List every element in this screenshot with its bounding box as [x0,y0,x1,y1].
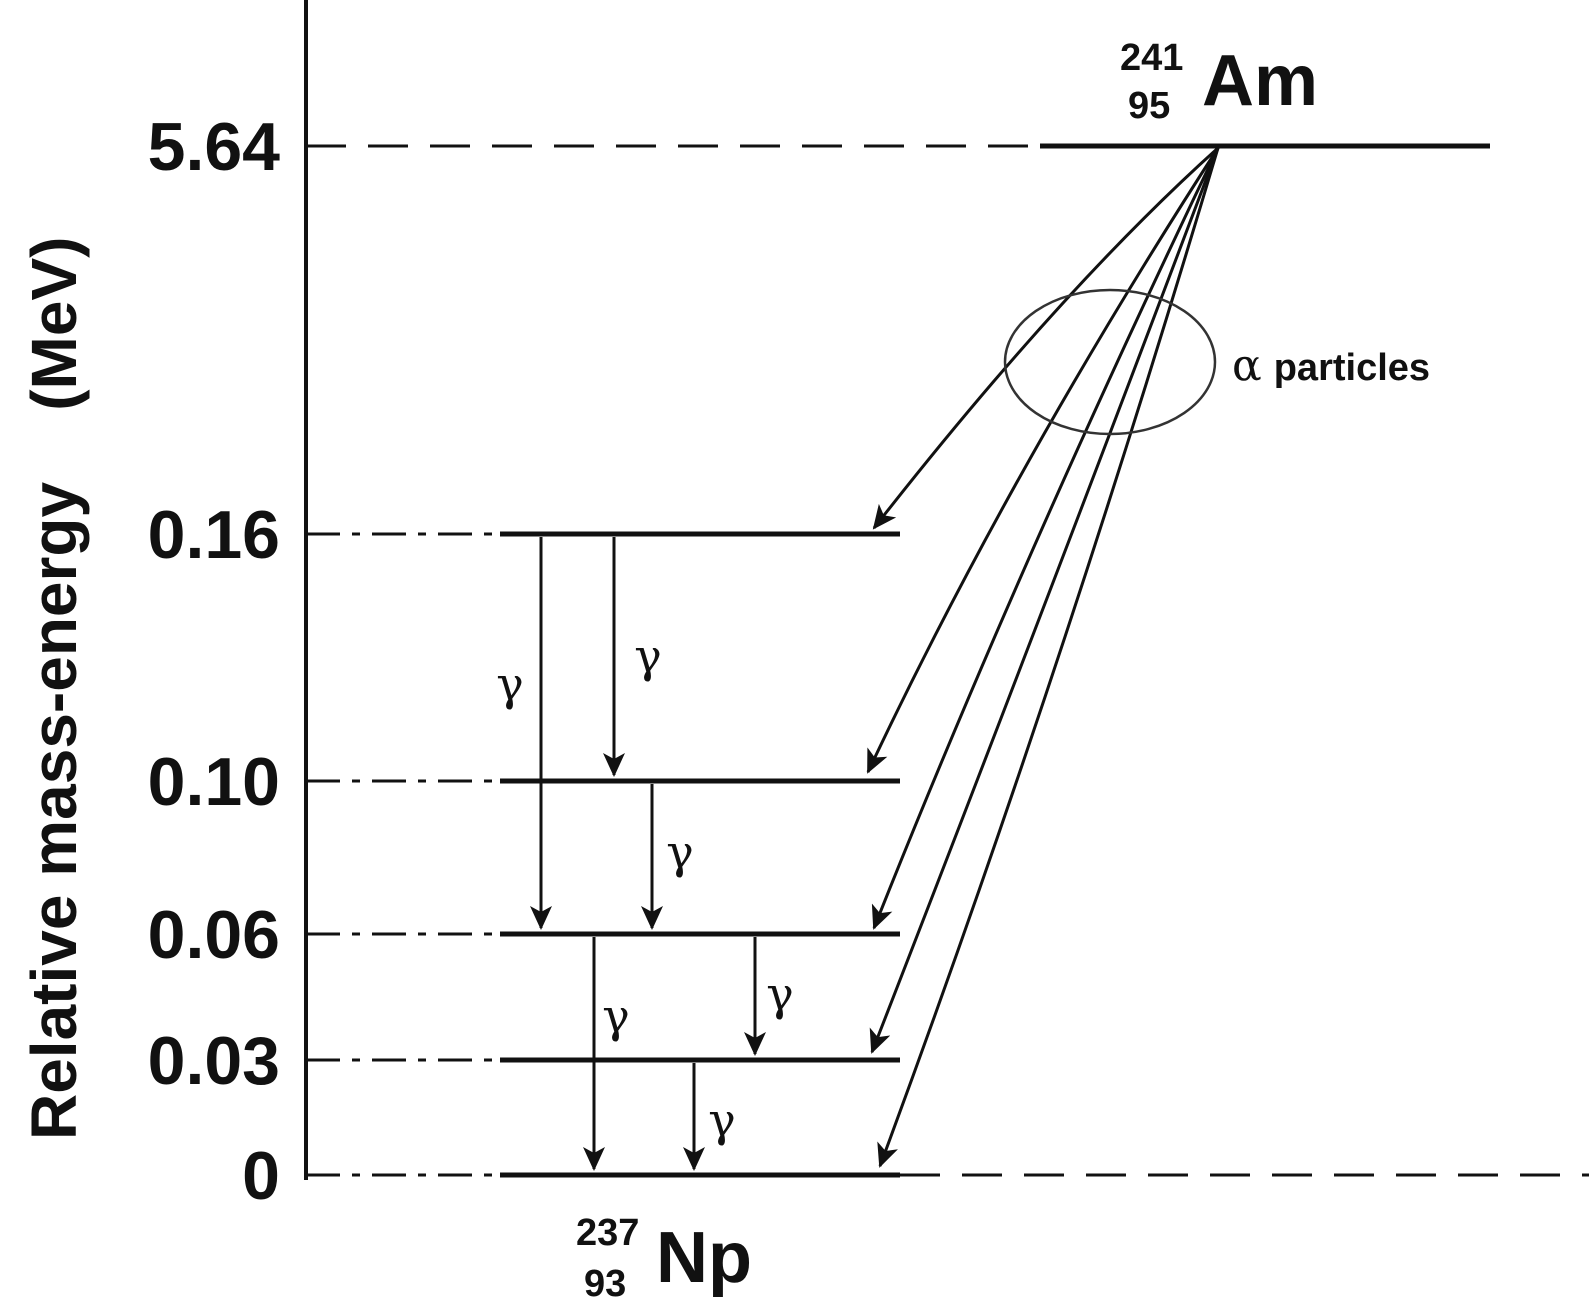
energy-level-lines [500,143,1490,1178]
tick-label-np-0.06: 0.06 [148,897,280,973]
parent-mass-number: 241 [1120,37,1183,79]
alpha-particles-ellipse [1003,288,1217,436]
parent-symbol: Am [1202,41,1318,121]
tick-label-am241: 5.64 [148,109,281,185]
alpha-arrow-to-0.16 [872,146,1220,530]
gamma-label-0.06-to-0.03: γ [766,967,794,1021]
daughter-atomic-number: 93 [584,1263,626,1305]
gamma-label-0.03-to-0: γ [708,1093,736,1147]
gamma-label-0.10-to-0.06: γ [666,825,694,879]
alpha-particles-label: α particles [1232,340,1430,391]
daughter-mass-number: 237 [576,1212,639,1254]
alpha-arrow-to-0.06 [871,147,1220,930]
axis-title: Relative mass-energy (MeV) [18,237,90,1140]
alpha-symbol: α [1232,340,1262,391]
gamma-label-0.16-to-0.10: γ [634,629,662,683]
parent-atomic-number: 95 [1128,85,1170,127]
energy-tick-labels: 5.64 0.16 0.10 0.06 0.03 0 [148,109,281,1214]
alpha-arrow-to-0.03 [869,147,1220,1054]
daughter-nuclide-label: 237 93 Np [576,1212,752,1305]
gamma-label-0.06-to-0: γ [602,989,630,1043]
gamma-transition-arrows: γ γ γ γ γ γ [496,537,794,1171]
level-guide-lines [306,144,1589,1177]
alpha-decay-arrows [866,146,1220,1168]
tick-label-np-0.10: 0.10 [148,744,280,820]
tick-label-np-0: 0 [242,1138,280,1214]
alpha-particles-text: particles [1274,347,1430,389]
gamma-label-0.16-to-0.06: γ [496,657,524,711]
parent-nuclide-label: 241 95 Am [1120,37,1318,127]
tick-label-np-0.03: 0.03 [148,1023,280,1099]
tick-label-np-0.16: 0.16 [148,497,280,573]
alpha-arrow-to-0.10 [866,147,1220,774]
daughter-symbol: Np [656,1218,752,1298]
